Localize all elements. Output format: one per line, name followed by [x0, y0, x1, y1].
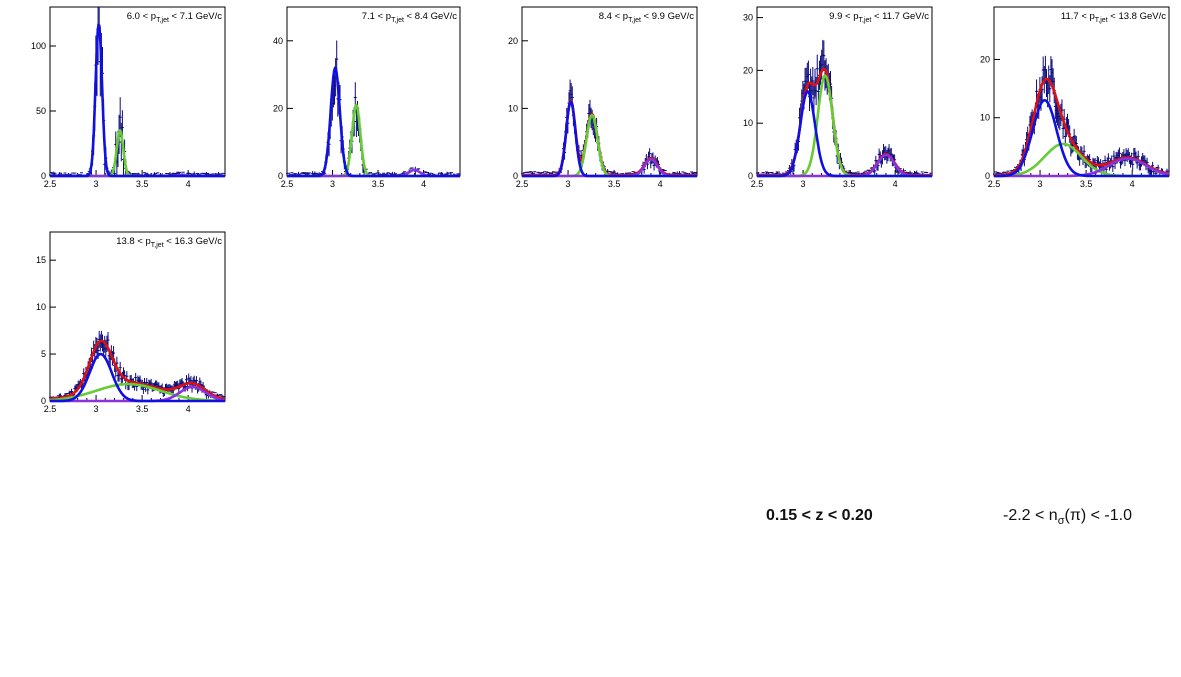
nsigma-suffix: (π) < -1.0 [1064, 507, 1133, 524]
y-tick-label: 10 [980, 113, 990, 123]
x-tick-label: 3.5 [372, 179, 385, 189]
panel-title: 9.9 < pT,jet < 11.7 GeV/c [829, 11, 929, 24]
y-tick-label: 0 [748, 171, 753, 181]
y-tick-label: 0 [513, 171, 518, 181]
kaon-fit-curve [286, 103, 461, 178]
y-tick-label: 5 [41, 349, 46, 359]
nsigma-range-label: -2.2 < nσ(π) < -1.0 [1003, 507, 1132, 527]
x-tick-label: 4 [1130, 179, 1135, 189]
total-fit-curve [49, 339, 226, 401]
pion-fit-curve [756, 90, 933, 178]
panel-frame [521, 6, 698, 177]
x-tick-label: 3.5 [843, 179, 856, 189]
panel-frame [49, 6, 226, 177]
kaon-fit-curve [49, 129, 226, 178]
pion-fit-curve [286, 66, 461, 178]
x-tick-label: 4 [186, 179, 191, 189]
panel-6: 2.5 3 3.5 4 0 5 10 15 13.8 < pT,jet < 16.3 GeV/c [36, 231, 226, 414]
nsigma-subscript: σ [1057, 515, 1065, 528]
y-tick-label: 20 [273, 103, 283, 113]
panel-frame [286, 6, 461, 177]
y-tick-label: 20 [508, 36, 518, 46]
kaon-fit-curve [521, 113, 698, 178]
x-tick-label: 2.5 [44, 179, 57, 189]
panel-frame [756, 6, 933, 177]
panel-title: 7.1 < pT,jet < 8.4 GeV/c [362, 11, 457, 24]
x-tick-label: 3.5 [1080, 179, 1093, 189]
x-tick-label: 2.5 [751, 179, 764, 189]
x-tick-label: 4 [186, 404, 191, 414]
x-tick-label: 3.5 [136, 404, 149, 414]
x-tick-label: 4 [658, 179, 663, 189]
y-tick-label: 10 [508, 103, 518, 113]
y-tick-label: 0 [985, 171, 990, 181]
x-tick-label: 3 [801, 179, 806, 189]
pion-fit-curve [49, 352, 226, 403]
y-tick-label: 100 [31, 41, 46, 51]
panel-1: 2.5 3 3.5 4 0 50 100 6.0 < pT,jet < 7.1 GeV/c [31, 6, 226, 189]
x-tick-label: 3.5 [136, 179, 149, 189]
x-tick-label: 2.5 [44, 404, 57, 414]
y-tick-label: 0 [41, 171, 46, 181]
y-tick-label: 20 [980, 54, 990, 64]
y-tick-label: 20 [743, 65, 753, 75]
x-tick-label: 3 [566, 179, 571, 189]
x-tick-label: 2.5 [516, 179, 529, 189]
x-tick-label: 4 [893, 179, 898, 189]
y-tick-label: 10 [36, 302, 46, 312]
x-tick-label: 2.5 [988, 179, 1001, 189]
panel-title: 11.7 < pT,jet < 13.8 GeV/c [1061, 11, 1166, 24]
y-tick-label: 0 [41, 396, 46, 406]
total-fit-curve [756, 67, 933, 177]
panel-title: 6.0 < pT,jet < 7.1 GeV/c [127, 11, 222, 24]
x-tick-label: 4 [421, 179, 426, 189]
y-tick-label: 40 [273, 36, 283, 46]
x-tick-label: 3 [94, 179, 99, 189]
data-points [756, 39, 933, 177]
data-points [286, 40, 461, 177]
total-fit-curve [521, 99, 698, 177]
nsigma-prefix: -2.2 < n [1003, 507, 1058, 524]
z-range-label: 0.15 < z < 0.20 [766, 507, 873, 524]
x-tick-label: 3 [94, 404, 99, 414]
data-points [49, 7, 226, 177]
panel-3: 2.5 3 3.5 4 0 10 20 8.4 < pT,jet < 9.9 GeV/c [508, 6, 698, 189]
panel-4: 2.5 3 3.5 4 0 10 20 30 9.9 < pT,jet < 11.7 GeV/c [743, 6, 933, 189]
x-tick-label: 2.5 [281, 179, 294, 189]
y-tick-label: 15 [36, 255, 46, 265]
panel-title: 8.4 < pT,jet < 9.9 GeV/c [599, 11, 694, 24]
pion-fit-curve [993, 99, 1170, 178]
y-tick-label: 30 [743, 13, 753, 23]
x-tick-label: 3 [330, 179, 335, 189]
pion-fit-curve [49, 23, 226, 178]
y-tick-label: 10 [743, 118, 753, 128]
x-tick-label: 3 [1038, 179, 1043, 189]
kaon-fit-curve [756, 74, 933, 178]
panel-5: 2.5 3 3.5 4 0 10 20 11.7 < pT,jet < 13.8 GeV/c [980, 6, 1170, 189]
pion-fit-curve [521, 100, 698, 178]
data-points [521, 79, 698, 177]
y-tick-label: 0 [278, 171, 283, 181]
panel-title: 13.8 < pT,jet < 16.3 GeV/c [116, 236, 222, 249]
y-tick-label: 50 [36, 106, 46, 116]
x-tick-label: 3.5 [608, 179, 621, 189]
